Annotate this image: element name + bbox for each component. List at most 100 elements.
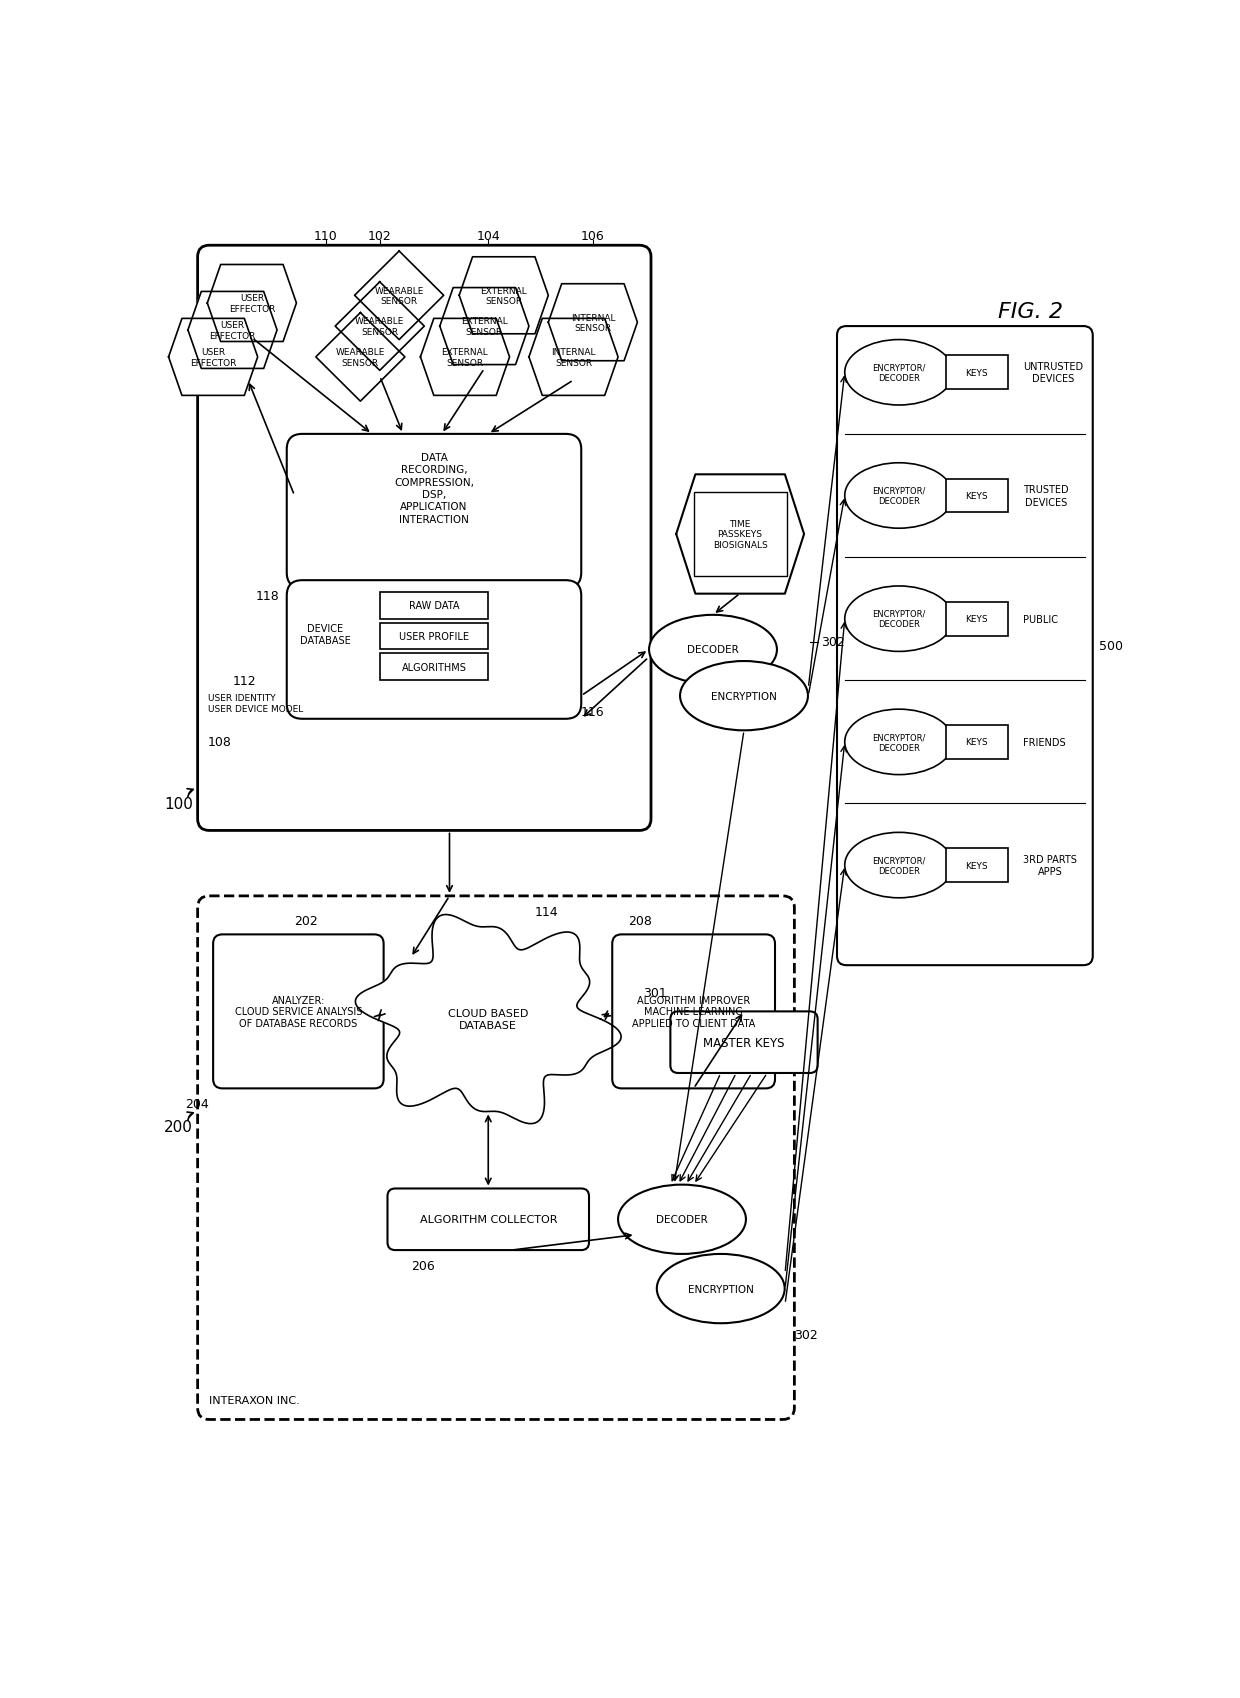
Polygon shape — [207, 265, 296, 343]
Text: 106: 106 — [582, 229, 605, 243]
Text: WEARABLE
SENSOR: WEARABLE SENSOR — [336, 348, 386, 367]
Text: ENCRYPTION: ENCRYPTION — [711, 691, 777, 701]
Polygon shape — [188, 292, 277, 368]
Ellipse shape — [844, 340, 954, 406]
Text: RAW DATA: RAW DATA — [409, 601, 459, 611]
Text: ALGORITHM IMPROVER
MACHINE LEARNING
APPLIED TO CLIENT DATA: ALGORITHM IMPROVER MACHINE LEARNING APPL… — [632, 995, 755, 1029]
Text: KEYS: KEYS — [965, 861, 988, 869]
Text: 110: 110 — [314, 229, 337, 243]
Text: WEARABLE
SENSOR: WEARABLE SENSOR — [374, 287, 424, 306]
Text: 204: 204 — [186, 1097, 210, 1110]
Ellipse shape — [680, 662, 808, 730]
Text: 108: 108 — [207, 735, 232, 749]
Text: ENCRYPTOR/
DECODER: ENCRYPTOR/ DECODER — [872, 487, 926, 506]
Bar — [945, 849, 1007, 883]
Text: FRIENDS: FRIENDS — [1023, 737, 1065, 747]
Text: 202: 202 — [294, 915, 317, 927]
Text: UNTRUSTED
DEVICES: UNTRUSTED DEVICES — [1023, 362, 1083, 384]
Text: 102: 102 — [368, 229, 392, 243]
Text: 301: 301 — [642, 987, 667, 998]
Text: USER IDENTITY
USER DEVICE MODEL: USER IDENTITY USER DEVICE MODEL — [207, 694, 303, 715]
Ellipse shape — [844, 710, 954, 776]
Text: TRUSTED
DEVICES: TRUSTED DEVICES — [1023, 486, 1069, 508]
Ellipse shape — [844, 832, 954, 898]
Ellipse shape — [618, 1185, 746, 1255]
Ellipse shape — [649, 615, 777, 684]
Text: ALGORITHMS: ALGORITHMS — [402, 662, 466, 672]
Bar — [945, 603, 1007, 637]
Text: TIME
PASSKEYS
BIOSIGNALS: TIME PASSKEYS BIOSIGNALS — [713, 520, 768, 550]
FancyBboxPatch shape — [837, 328, 1092, 966]
Text: ENCRYPTOR/
DECODER: ENCRYPTOR/ DECODER — [872, 363, 926, 382]
Text: 302: 302 — [821, 637, 846, 649]
Polygon shape — [335, 282, 424, 372]
Polygon shape — [459, 258, 548, 335]
Polygon shape — [355, 251, 444, 340]
FancyBboxPatch shape — [286, 581, 582, 720]
Bar — [945, 479, 1007, 513]
Ellipse shape — [657, 1255, 785, 1323]
Text: 114: 114 — [534, 905, 558, 919]
Text: ENCRYPTOR/
DECODER: ENCRYPTOR/ DECODER — [872, 734, 926, 752]
Text: 116: 116 — [582, 705, 605, 718]
Polygon shape — [529, 319, 618, 396]
Text: 302: 302 — [795, 1328, 818, 1341]
Polygon shape — [420, 319, 510, 396]
Bar — [379, 654, 489, 681]
Text: DEVICE
DATABASE: DEVICE DATABASE — [300, 623, 351, 645]
Text: 100: 100 — [164, 796, 192, 812]
Polygon shape — [316, 314, 405, 402]
FancyBboxPatch shape — [197, 246, 651, 830]
Bar — [693, 492, 786, 577]
Polygon shape — [169, 319, 258, 396]
Text: 104: 104 — [476, 229, 500, 243]
Text: KEYS: KEYS — [965, 492, 988, 501]
Polygon shape — [440, 289, 529, 365]
Text: 500: 500 — [1099, 640, 1123, 652]
FancyBboxPatch shape — [671, 1012, 817, 1073]
Bar — [945, 725, 1007, 759]
Text: 118: 118 — [255, 589, 279, 603]
Bar — [945, 357, 1007, 391]
Text: ENCRYPTOR/
DECODER: ENCRYPTOR/ DECODER — [872, 610, 926, 628]
Text: USER PROFILE: USER PROFILE — [399, 632, 469, 642]
Text: KEYS: KEYS — [965, 739, 988, 747]
Text: 206: 206 — [410, 1260, 434, 1272]
Polygon shape — [548, 285, 637, 362]
Ellipse shape — [844, 586, 954, 652]
Text: ENCRYPTOR/
DECODER: ENCRYPTOR/ DECODER — [872, 856, 926, 874]
Bar — [379, 593, 489, 620]
Text: USER
EFFECTOR: USER EFFECTOR — [210, 321, 255, 340]
Text: KEYS: KEYS — [965, 615, 988, 623]
Text: MASTER KEYS: MASTER KEYS — [703, 1036, 785, 1049]
Text: 3RD PARTS
APPS: 3RD PARTS APPS — [1023, 854, 1076, 876]
Text: INTERNAL
SENSOR: INTERNAL SENSOR — [552, 348, 595, 367]
Text: KEYS: KEYS — [965, 368, 988, 377]
Text: ALGORITHM COLLECTOR: ALGORITHM COLLECTOR — [419, 1214, 557, 1224]
Text: 208: 208 — [627, 915, 652, 927]
Text: INTERAXON INC.: INTERAXON INC. — [210, 1396, 300, 1406]
Text: FIG. 2: FIG. 2 — [998, 302, 1063, 321]
Text: DECODER: DECODER — [687, 645, 739, 655]
Text: PUBLIC: PUBLIC — [1023, 615, 1058, 625]
Text: DECODER: DECODER — [656, 1214, 708, 1224]
Text: ANALYZER:
CLOUD SERVICE ANALYSIS
OF DATABASE RECORDS: ANALYZER: CLOUD SERVICE ANALYSIS OF DATA… — [234, 995, 362, 1029]
Text: WEARABLE
SENSOR: WEARABLE SENSOR — [355, 318, 404, 336]
FancyBboxPatch shape — [387, 1189, 589, 1250]
Text: EXTERNAL
SENSOR: EXTERNAL SENSOR — [441, 348, 489, 367]
FancyBboxPatch shape — [613, 936, 775, 1088]
Polygon shape — [356, 915, 621, 1124]
Text: ENCRYPTION: ENCRYPTION — [688, 1284, 754, 1294]
Text: EXTERNAL
SENSOR: EXTERNAL SENSOR — [461, 318, 507, 336]
Text: USER
EFFECTOR: USER EFFECTOR — [228, 294, 275, 314]
Polygon shape — [676, 475, 804, 594]
Text: 200: 200 — [164, 1119, 192, 1134]
Text: EXTERNAL
SENSOR: EXTERNAL SENSOR — [480, 287, 527, 306]
Text: INTERNAL
SENSOR: INTERNAL SENSOR — [570, 314, 615, 333]
Text: 112: 112 — [232, 674, 255, 688]
FancyBboxPatch shape — [197, 897, 795, 1420]
Text: DATA
RECORDING,
COMPRESSION,
DSP,
APPLICATION
INTERACTION: DATA RECORDING, COMPRESSION, DSP, APPLIC… — [394, 452, 474, 525]
FancyBboxPatch shape — [286, 435, 582, 589]
Ellipse shape — [844, 464, 954, 528]
Bar — [379, 623, 489, 650]
